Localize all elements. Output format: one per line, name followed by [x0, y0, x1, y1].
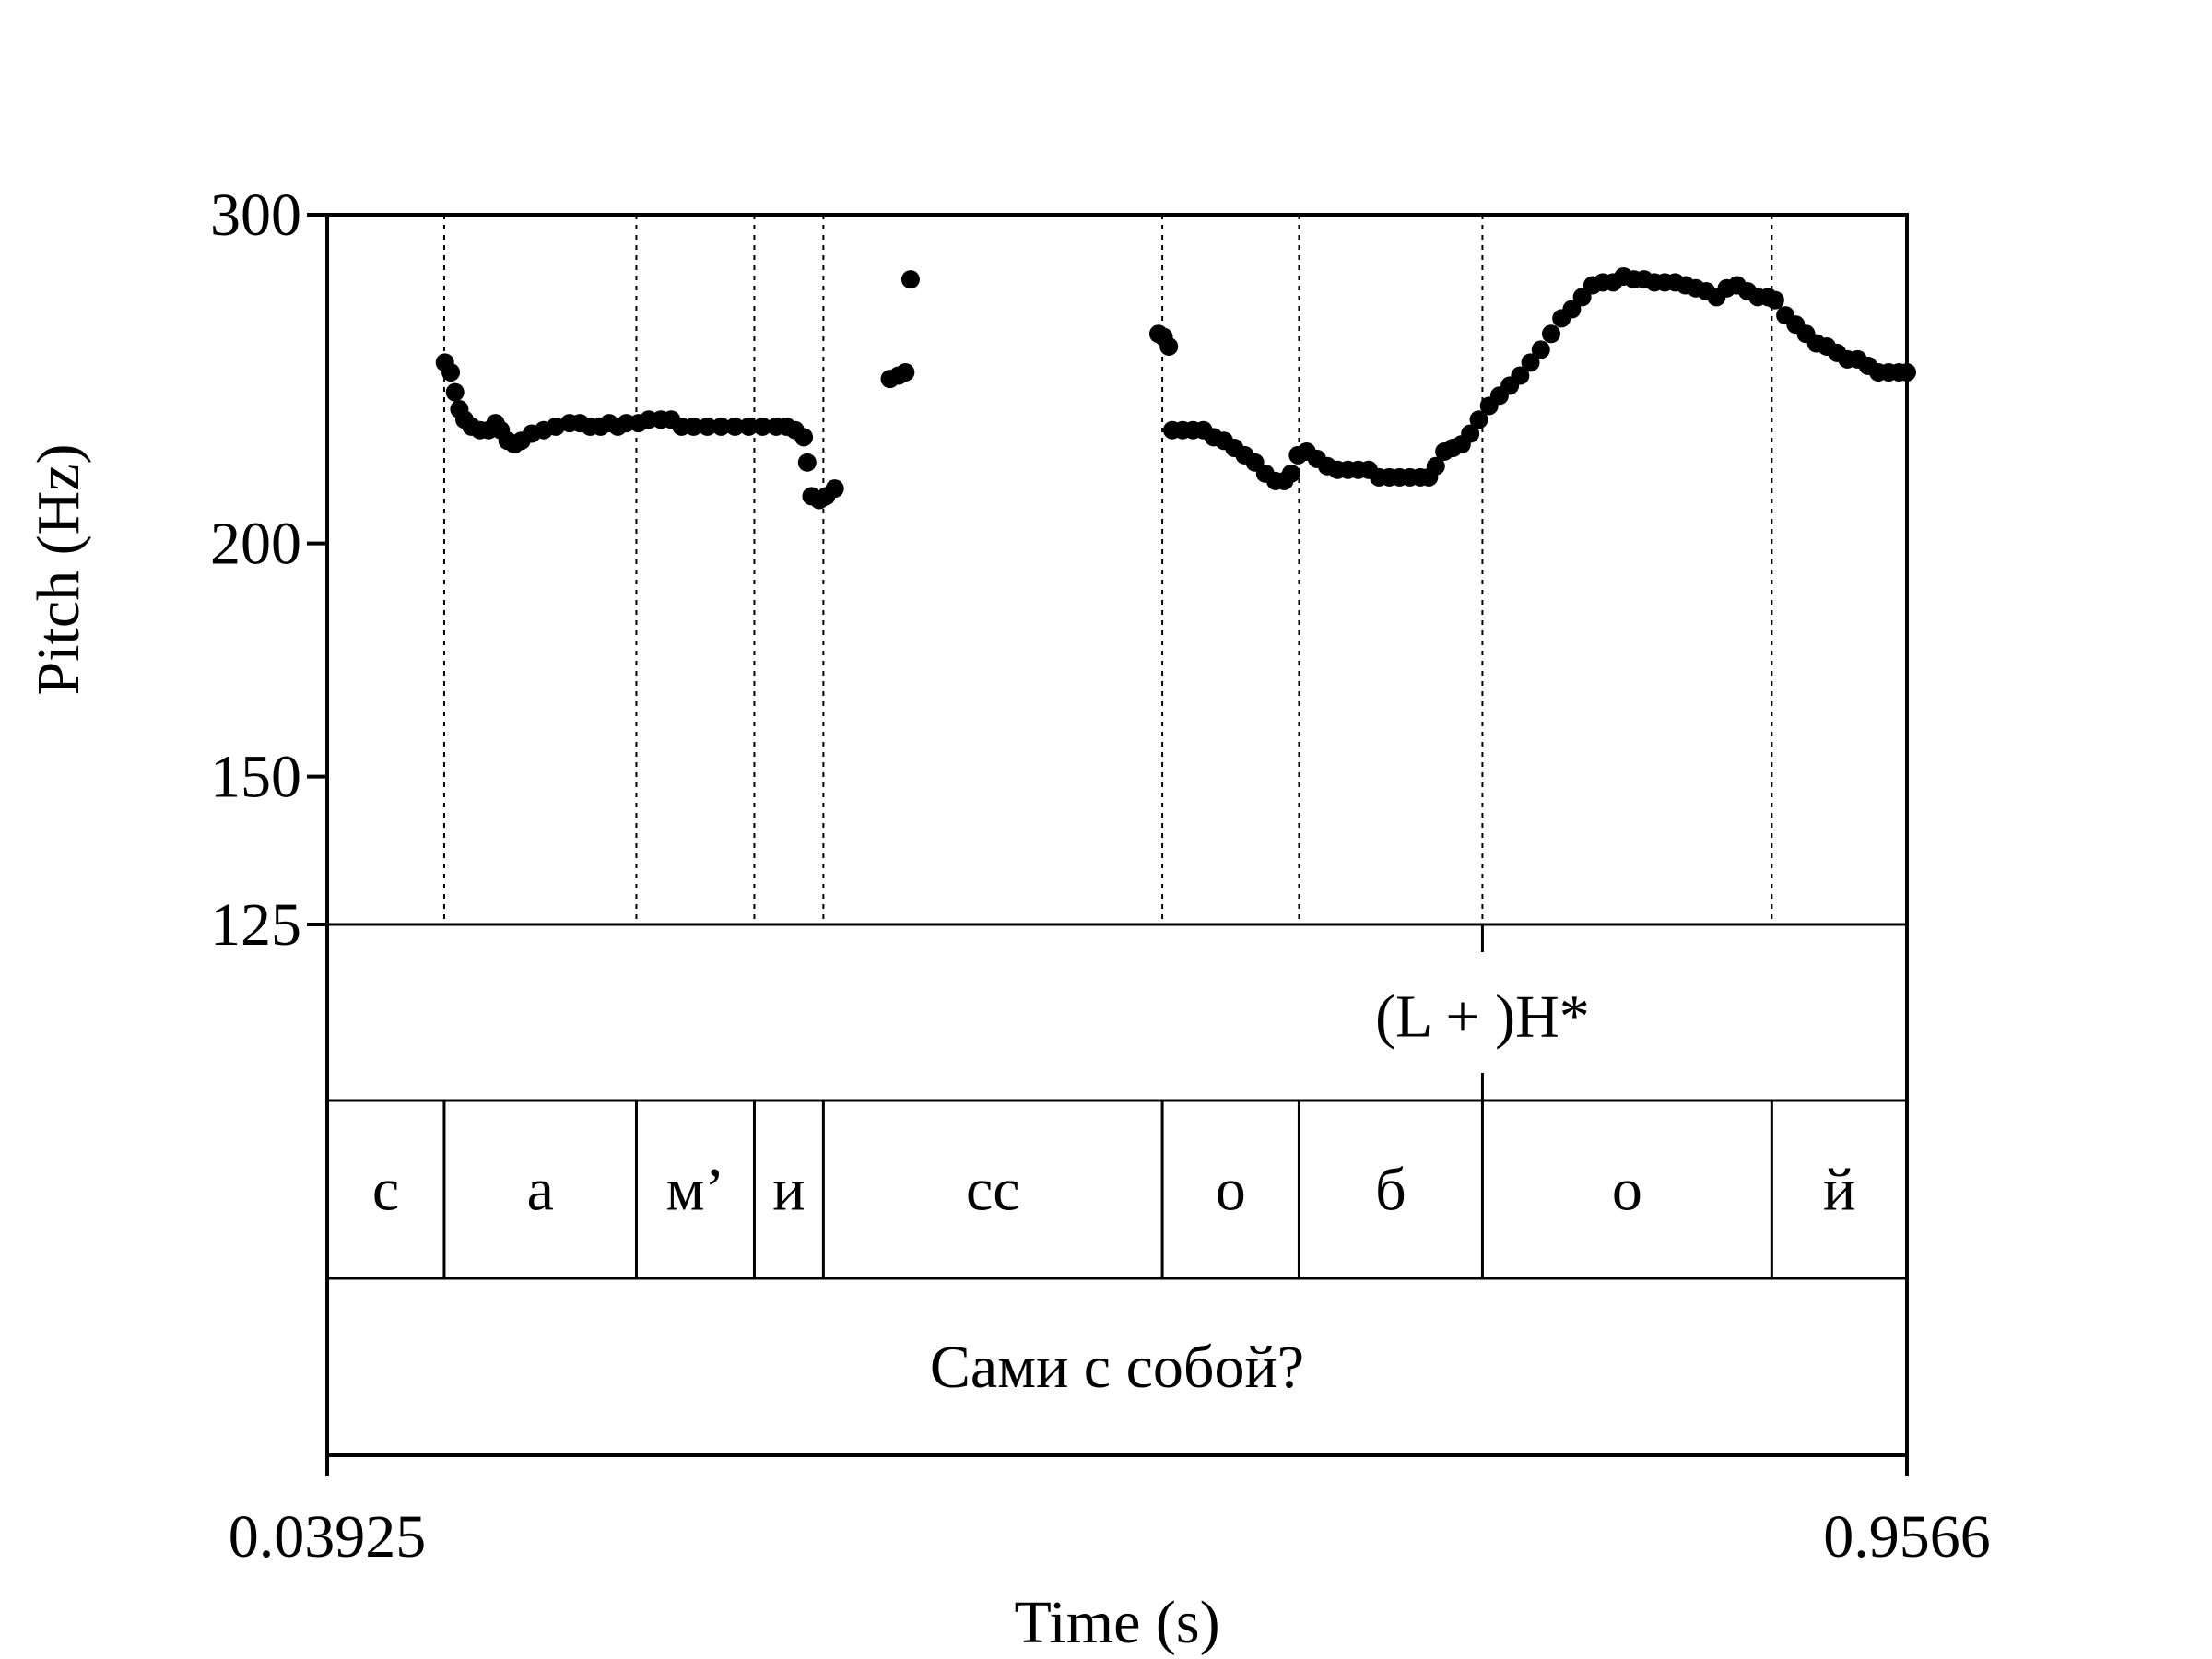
y-axis-title: Pitch (Hz) — [25, 443, 92, 695]
segment-label: сс — [966, 1157, 1020, 1224]
pitch-point — [1469, 410, 1488, 429]
segment-label: б — [1375, 1157, 1406, 1224]
pitch-point — [712, 417, 731, 436]
segment-label: с — [372, 1157, 399, 1224]
sentence-label: Сами с собой? — [930, 1334, 1304, 1401]
pitch-point — [1426, 456, 1445, 476]
segment-label: й — [1823, 1157, 1855, 1224]
pitch-point — [797, 453, 817, 472]
pitch-point — [684, 417, 703, 436]
pitch-point — [900, 270, 920, 289]
pitch-point — [1562, 300, 1582, 319]
segment-label: а — [527, 1157, 554, 1224]
x-tick-label: 0.9566 — [1823, 1503, 1991, 1571]
plot-frame — [307, 213, 1909, 1476]
y-tick-label: 150 — [210, 744, 301, 811]
pitch-point — [794, 428, 814, 447]
x-axis-title: Time (s) — [1014, 1589, 1219, 1656]
pitch-point — [825, 479, 844, 499]
pitch-point — [698, 417, 717, 436]
pitch-point — [725, 417, 745, 436]
pitch-points — [435, 266, 1916, 510]
pitch-point — [1541, 324, 1560, 344]
pitch-point — [1159, 336, 1179, 356]
pitch-point — [441, 362, 461, 382]
segment-label: м’ — [666, 1157, 725, 1224]
segment-boundaries — [442, 215, 1773, 924]
segment-label: о — [1612, 1157, 1642, 1224]
tone-label: (L + )H* — [1375, 983, 1590, 1051]
pitch-point — [896, 362, 915, 382]
segment-label: о — [1216, 1157, 1246, 1224]
y-tick-label: 300 — [210, 182, 301, 249]
y-tick-label: 200 — [210, 511, 301, 578]
pitch-point — [1461, 424, 1480, 443]
pitch-point — [547, 417, 566, 436]
pitch-point — [753, 417, 772, 436]
y-tick-label: 125 — [210, 891, 301, 959]
pitch-point — [1531, 340, 1550, 359]
pitch-point — [445, 382, 465, 402]
segment-label: и — [772, 1157, 805, 1224]
pitch-point — [1572, 288, 1592, 307]
x-tick-label: 0.03925 — [229, 1503, 427, 1571]
pitch-point — [1521, 353, 1540, 372]
chart-labels: 125 150 200 300 0.03925 0.9566 Pitch (Hz) Time … — [25, 182, 1991, 1656]
pitch-point — [1511, 366, 1530, 385]
pitch-point — [739, 417, 759, 436]
pitch-point — [1765, 290, 1784, 310]
outer-frame — [325, 213, 1909, 1457]
pitch-point — [1281, 464, 1300, 483]
